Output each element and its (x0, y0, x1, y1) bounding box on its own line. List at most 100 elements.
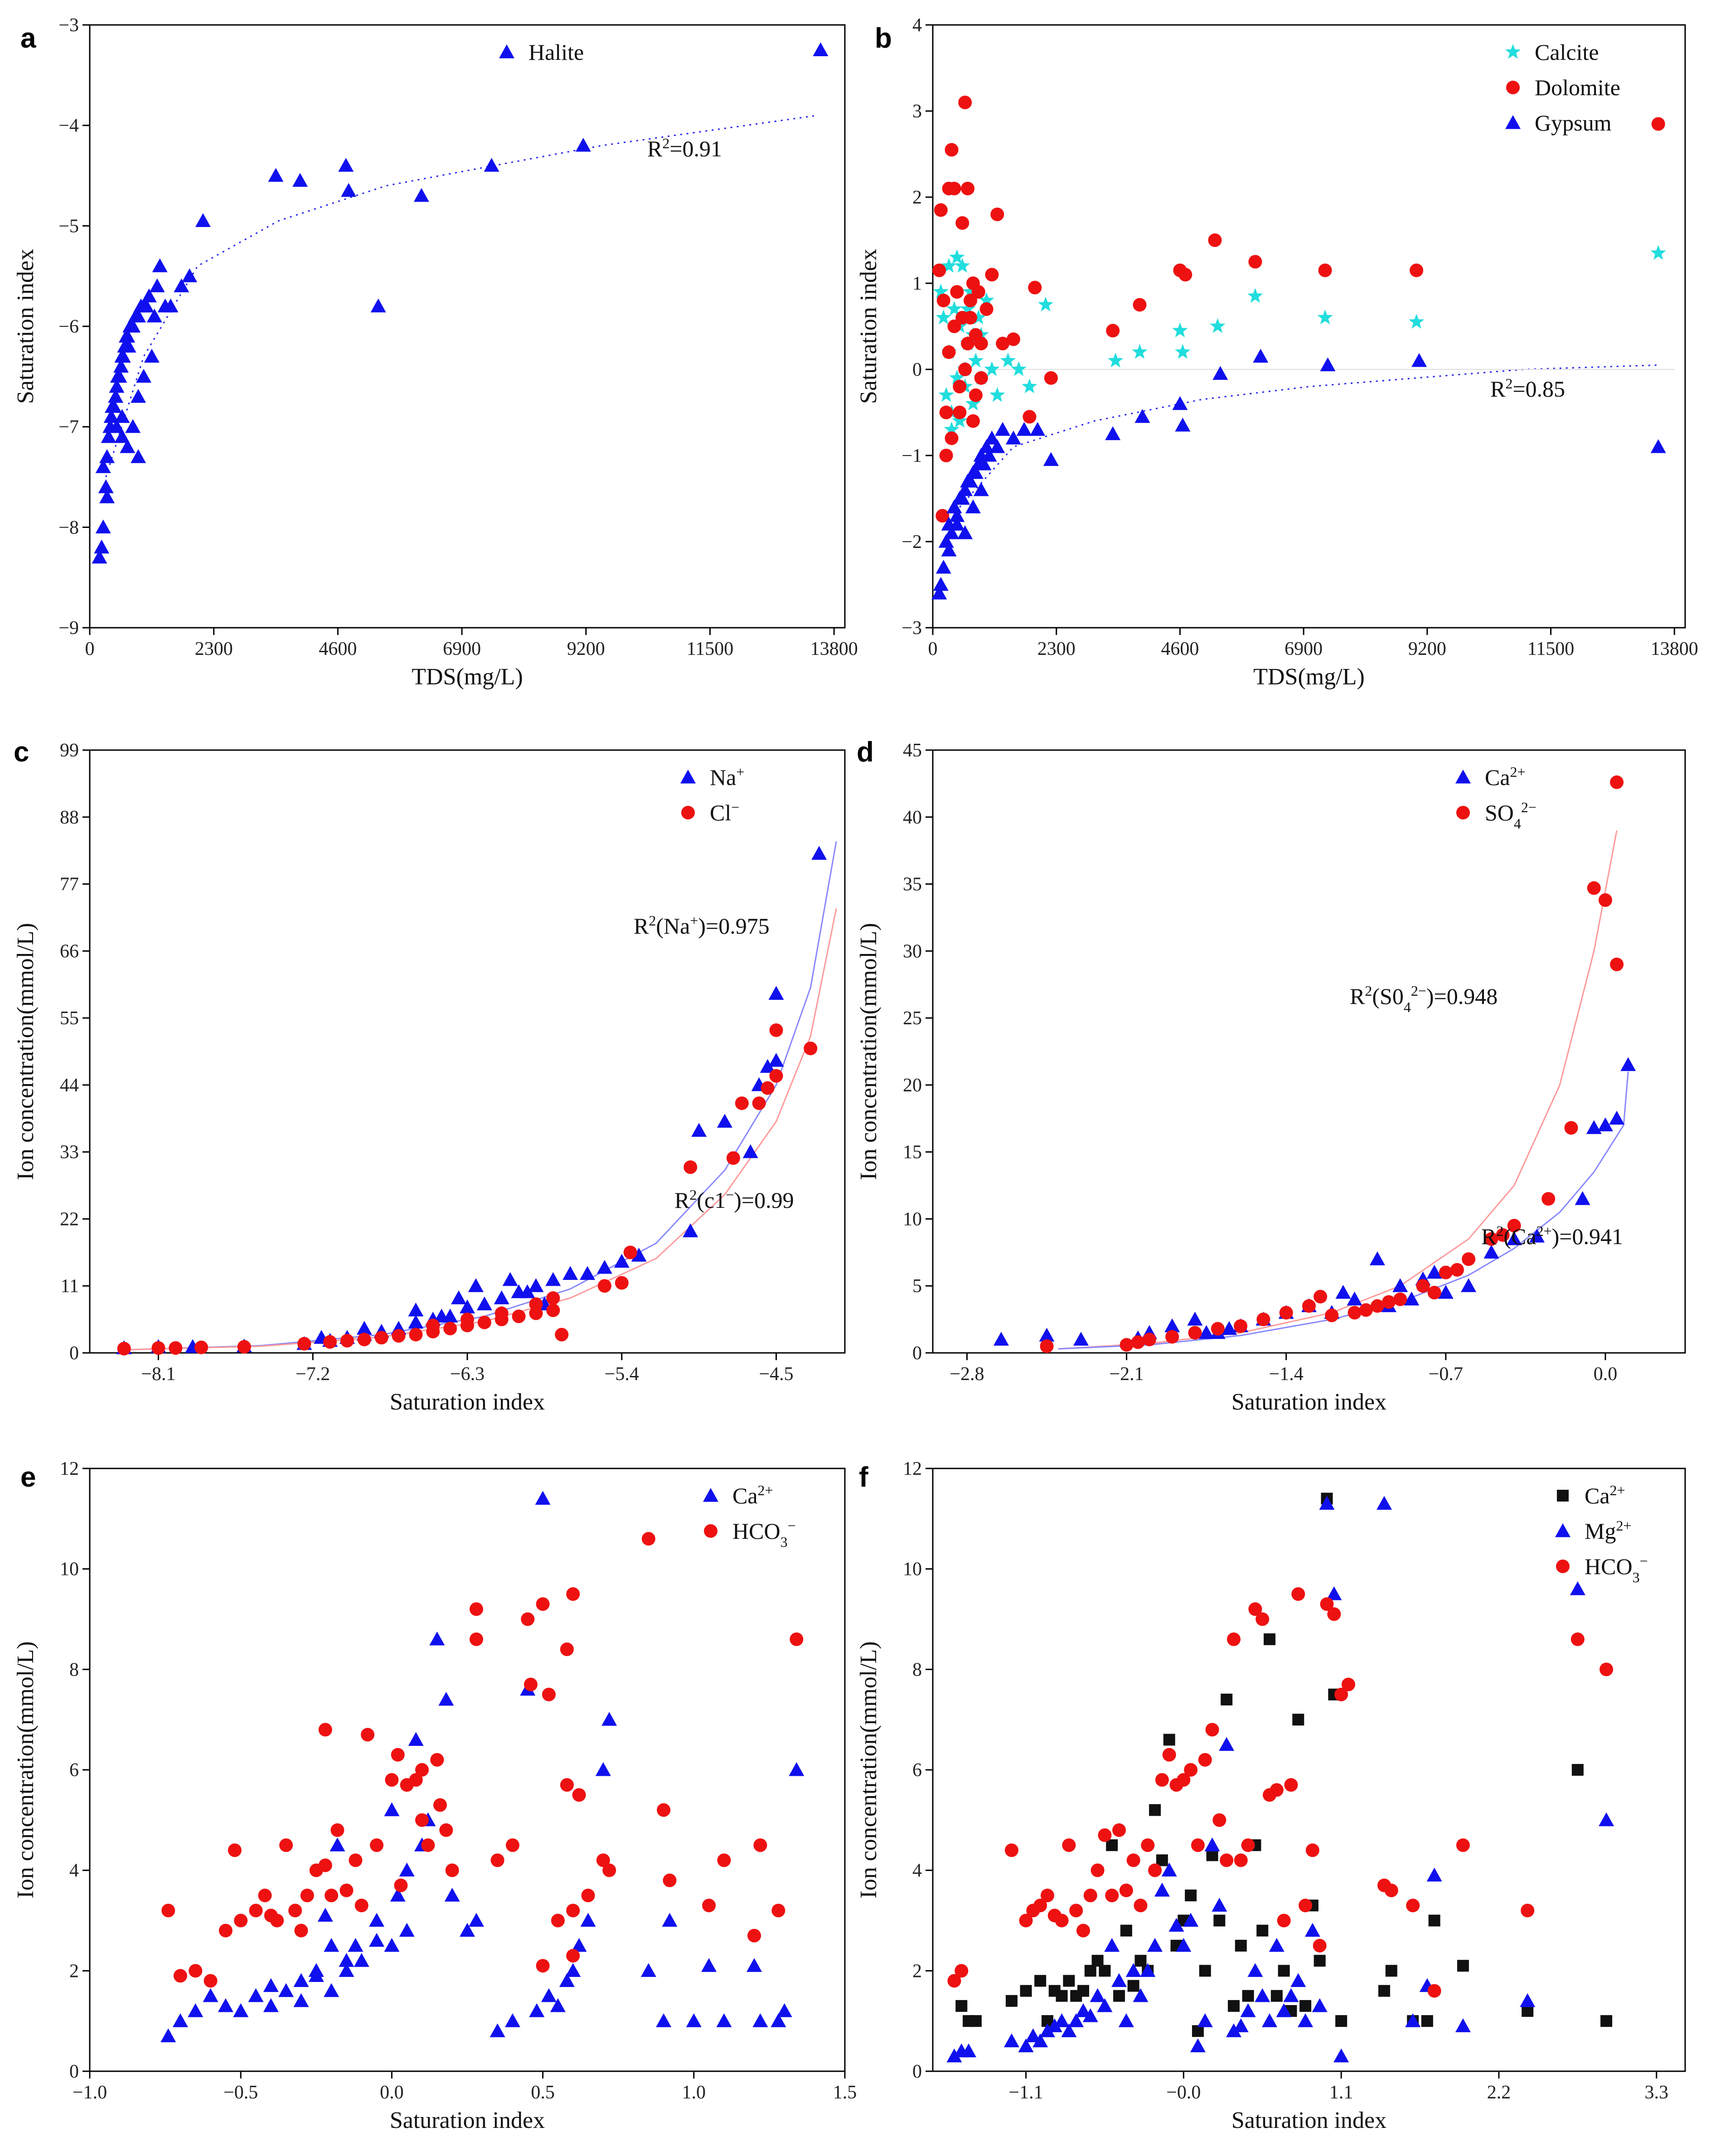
data-point (1586, 1120, 1602, 1134)
x-tick-label: 3.3 (1645, 2082, 1669, 2103)
data-point (546, 1303, 560, 1317)
data-point (559, 1973, 575, 1987)
data-point (985, 268, 999, 281)
y-tick-label: 6 (912, 1760, 922, 1781)
panel-letter: b (875, 23, 892, 54)
data-point (944, 525, 960, 539)
data-point (1176, 1938, 1192, 1952)
data-point (1097, 1998, 1113, 2012)
data-point (1227, 1632, 1241, 1646)
data-point (131, 389, 146, 403)
data-point (125, 319, 141, 333)
data-point (1148, 1863, 1162, 1877)
data-point (1610, 957, 1624, 971)
legend-marker (703, 1488, 718, 1502)
data-point (979, 439, 994, 453)
legend-label-base: HCO (1585, 1554, 1633, 1579)
data-point (1327, 1607, 1341, 1621)
data-point (1177, 1773, 1191, 1787)
y-tick-label: −5 (58, 216, 79, 237)
panel-letter: f (859, 1462, 868, 1493)
legend-label: Ca2+ (1585, 1482, 1625, 1508)
data-point (1040, 1889, 1054, 1903)
data-point (1421, 2015, 1433, 2027)
data-point (1411, 353, 1427, 367)
data-point (415, 1763, 429, 1777)
data-point (469, 1632, 483, 1646)
data-point (551, 1914, 565, 1928)
series-dolomite (932, 96, 1665, 523)
data-point (965, 396, 981, 411)
data-point (1541, 1192, 1556, 1206)
data-point (203, 1988, 218, 2002)
data-point (293, 1973, 309, 1987)
data-point (1212, 1813, 1226, 1827)
data-point (1233, 2018, 1249, 2032)
data-point (1039, 1328, 1055, 1342)
legend-marker (1556, 1560, 1570, 1573)
x-tick-label: 11500 (687, 639, 733, 659)
data-point (946, 2048, 962, 2063)
data-point (460, 1923, 475, 1937)
data-point (1255, 1988, 1270, 2002)
data-point (1575, 1191, 1590, 1205)
data-point (263, 1978, 279, 1992)
data-point (1198, 1753, 1212, 1767)
anno-sup: 2 (1496, 1223, 1503, 1239)
data-point (394, 1878, 408, 1892)
data-point (939, 449, 953, 462)
anno-sup: 2 (689, 1187, 697, 1203)
data-point (1221, 1321, 1237, 1335)
data-point (1120, 1924, 1132, 1937)
x-tick-label: 0.5 (531, 2082, 555, 2103)
data-point (580, 1913, 596, 1927)
x-tick-label: 0 (85, 639, 95, 659)
data-point (760, 1059, 776, 1073)
series-hco3 (947, 1587, 1614, 1998)
data-point (717, 1853, 731, 1867)
data-point (218, 1923, 233, 1938)
data-point (174, 278, 189, 292)
x-tick-label: −8.1 (141, 1364, 175, 1385)
data-point (1341, 1677, 1355, 1691)
data-point (939, 406, 953, 419)
panel-b: b 0 2300 4600 6900 9200 11500 13800 −3 −2 −1 0 1 2 3 4 T… (856, 15, 1698, 690)
anno-sup2: − (726, 1187, 734, 1203)
data-point (1221, 1693, 1233, 1705)
data-point (1284, 1778, 1298, 1792)
data-point (1320, 1597, 1334, 1611)
y-axis-label: Saturation index (13, 249, 39, 404)
y-axis-label: Ion concentration(mmol/L) (13, 1641, 39, 1898)
data-point (701, 1958, 717, 1972)
x-axis-label: Saturation index (390, 1389, 545, 1415)
data-point (1609, 1110, 1625, 1125)
data-point (769, 1069, 783, 1083)
data-point (384, 1802, 400, 1817)
data-point (535, 1491, 551, 1505)
data-point (494, 1306, 509, 1320)
data-point (369, 1933, 385, 1947)
panel-letter: e (20, 1462, 36, 1493)
data-point (946, 301, 962, 316)
data-point (293, 1993, 309, 2007)
data-point (99, 449, 115, 463)
data-point (1142, 1332, 1156, 1347)
data-point (1198, 1325, 1214, 1339)
legend-label-base: Ca (732, 1483, 758, 1508)
r-squared-label: R2(S042−)=0.948 (1350, 983, 1498, 1015)
anno-sup2: 2+ (1537, 1223, 1552, 1239)
data-point (131, 308, 146, 323)
data-point (1255, 1612, 1270, 1626)
data-point (1120, 1338, 1134, 1352)
data-point (120, 329, 136, 343)
data-point (641, 1532, 655, 1546)
data-point (565, 1963, 581, 1977)
data-point (601, 1712, 617, 1726)
data-point (1185, 1890, 1197, 1902)
data-point (1213, 1914, 1226, 1927)
data-point (1450, 1263, 1464, 1277)
data-point (1033, 1899, 1047, 1913)
data-point (1091, 1955, 1104, 1967)
data-point (546, 1291, 560, 1305)
data-point (189, 1964, 203, 1978)
